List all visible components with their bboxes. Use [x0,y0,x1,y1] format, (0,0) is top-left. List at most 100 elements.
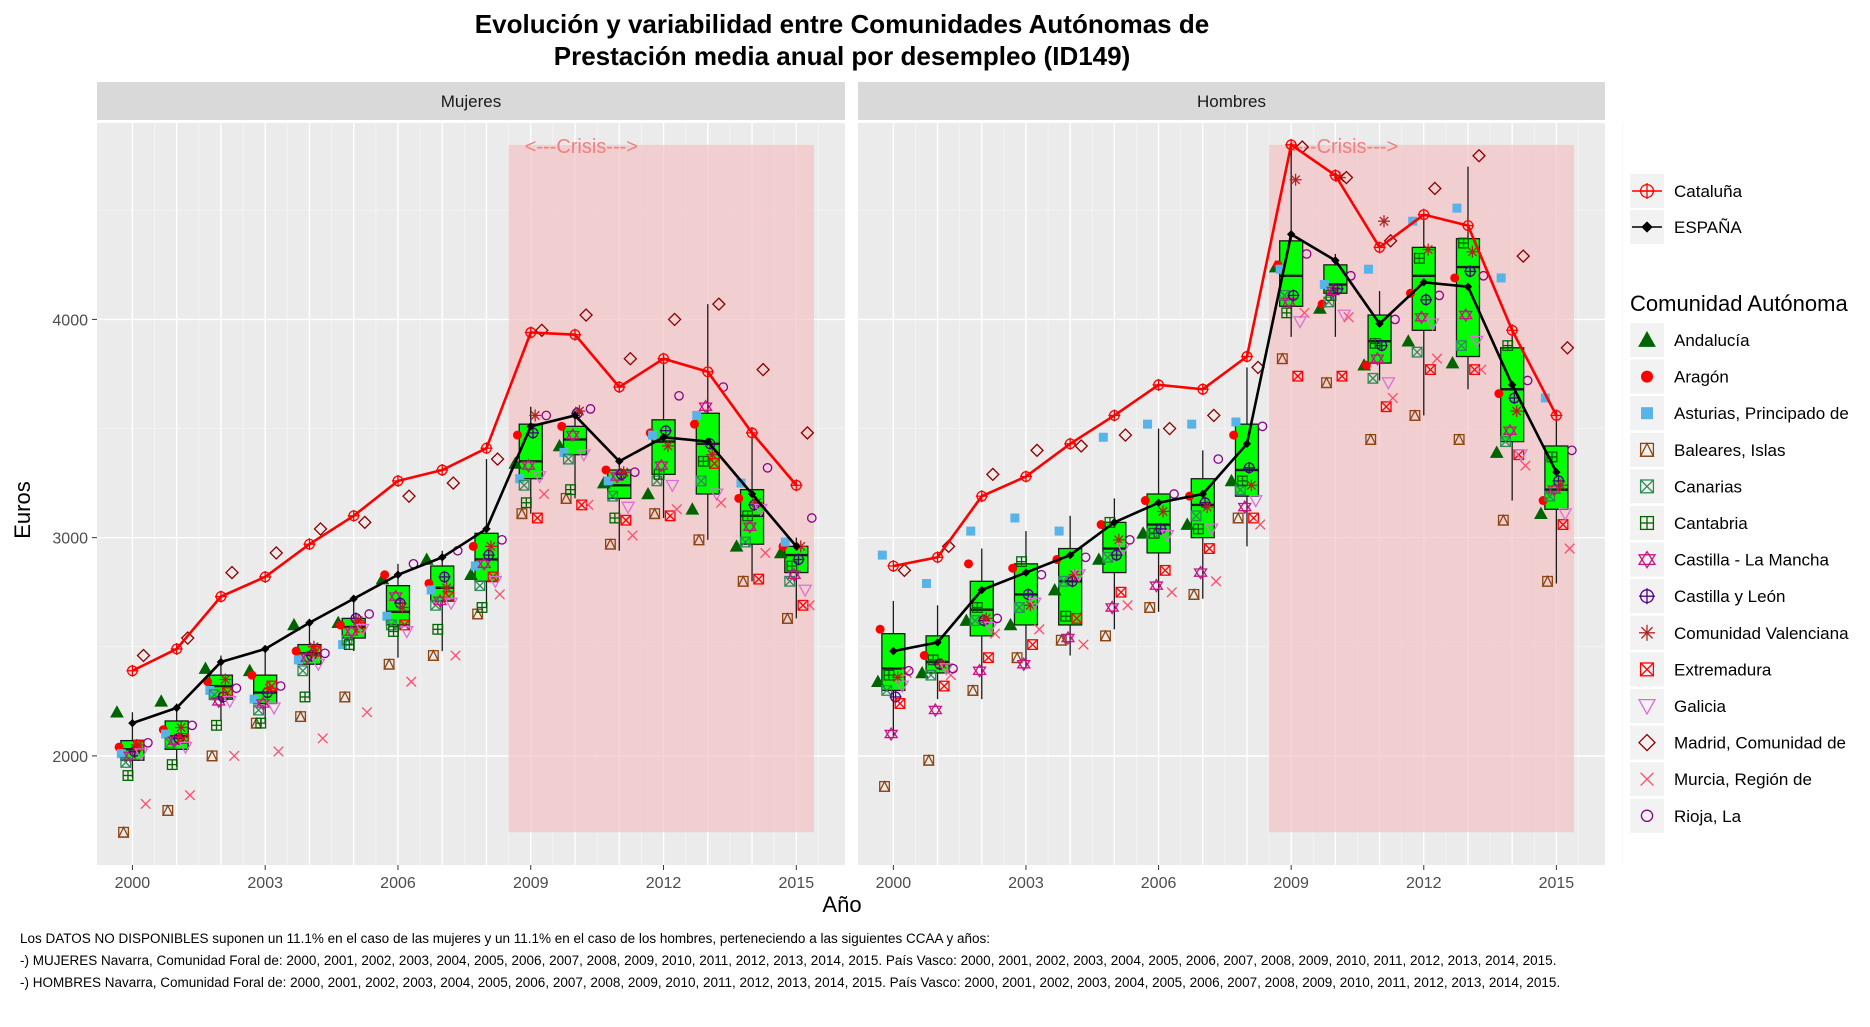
point-x [989,628,1001,639]
marker-shape [123,748,138,761]
marker-shape [209,689,220,701]
marker-shape [1564,543,1575,554]
marker-shape [1520,460,1531,471]
marker-shape [742,519,758,531]
marker-shape [187,720,198,731]
point-square-x [695,475,707,487]
marker-shape [1336,370,1348,382]
point-triangle [1092,552,1106,565]
point-x [627,530,638,541]
marker-shape [938,680,950,692]
marker-shape [110,705,124,718]
point-triangle [1445,356,1460,369]
legend-item: Aragón [1630,359,1729,394]
marker-shape [615,457,624,466]
marker-shape [760,547,771,559]
marker-shape [1246,480,1257,490]
marker-shape [1115,586,1127,598]
marker-shape [339,690,351,703]
point-square [1054,526,1064,536]
point-triangle-down [1558,508,1573,521]
marker-shape [1387,392,1399,404]
note-line-intro: Los DATOS NO DISPONIBLES suponen un 11.1… [20,931,991,946]
marker-shape [804,600,815,611]
point-triangle-down [576,449,591,463]
marker-shape [1408,216,1418,226]
espana-point [1021,568,1031,577]
marker-shape [399,626,414,639]
marker-shape [1500,436,1511,447]
marker-shape [647,430,657,440]
marker-shape [393,570,403,579]
x-tick-label: 2009 [513,875,549,892]
marker-shape [464,567,478,581]
point-triangle-down [1248,495,1263,508]
espana-point [128,718,137,728]
marker-shape [969,615,981,626]
point-dot [919,650,929,660]
cataluna-point [657,352,670,365]
espana-point [260,644,270,654]
panels: Mujeres <---Crisis---> 2000 2003 2006 2009 201… [52,82,1624,892]
marker-shape [516,507,528,520]
point-triangle-down [1381,377,1396,391]
marker-shape [1546,485,1562,497]
cataluna-point [1417,208,1430,221]
legend-key-symbol [1641,221,1653,233]
marker-shape [380,570,390,580]
espana-point [1463,282,1473,291]
point-triangle [685,502,700,515]
x-tick-label: 2000 [876,875,912,892]
point-square-triangle [1409,409,1421,421]
marker-shape [364,609,375,619]
point-square [1143,419,1153,429]
point-square-triangle [1320,376,1333,389]
marker-shape [654,461,669,473]
marker-shape [1102,552,1113,563]
legend-key-bg [1630,432,1664,467]
marker-shape [1143,601,1156,613]
point-dot [1494,389,1504,399]
marker-shape [1224,473,1239,487]
point-x [317,733,328,744]
cataluna-point [887,560,900,573]
legend-key-symbol [1640,809,1654,823]
crisis-band [508,144,815,833]
marker-shape [709,458,720,469]
marker-shape [1325,283,1341,296]
marker-shape [172,703,181,713]
espana-point [615,457,624,466]
cataluna-point [613,381,626,394]
y-axis-title: Euros [10,481,35,538]
marker-shape [985,467,1000,482]
marker-shape [1229,430,1239,440]
point-square-triangle [878,780,891,792]
marker-shape [222,695,237,709]
point-triangle [464,567,478,581]
legend-label: Murcia, Región de [1674,770,1812,789]
marker-shape [255,696,271,708]
point-square [515,474,525,484]
marker-shape [901,667,912,679]
marker-shape [992,613,1003,624]
point-x [1033,624,1045,635]
point-asterisk [1201,501,1214,514]
marker-shape [1202,502,1212,512]
marker-shape [161,729,171,739]
marker-shape [1364,433,1377,445]
point-star-david [1414,310,1429,325]
point-square [1540,393,1550,403]
marker-shape [1560,340,1575,355]
marker-shape [176,722,186,733]
point-square-triangle [1541,575,1554,587]
point-star-david [255,696,271,711]
marker-shape [1475,364,1487,375]
point-square [426,585,436,595]
point-triangle-down [399,626,414,639]
marker-shape [1361,360,1371,370]
marker-shape [1136,526,1150,539]
point-square-x [938,680,950,692]
marker-shape [1458,310,1473,323]
marker-shape [521,458,536,470]
marker-shape [521,461,536,473]
